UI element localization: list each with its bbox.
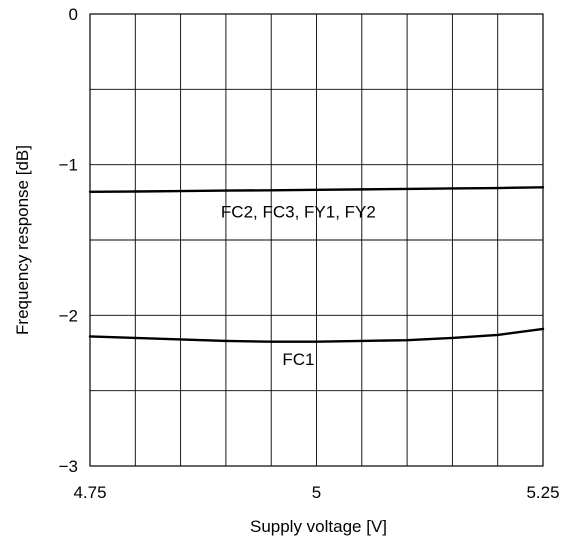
series-line-0 xyxy=(88,186,545,193)
series-line-1 xyxy=(88,327,545,343)
y-axis-label: Frequency response [dB] xyxy=(13,145,32,335)
y-tick-label: −2 xyxy=(59,306,78,325)
y-tick-label: −3 xyxy=(59,457,78,476)
y-tick-label: −1 xyxy=(59,156,78,175)
series-label: FC1 xyxy=(282,350,314,369)
plot-frame xyxy=(89,13,544,467)
x-tick-label: 4.75 xyxy=(73,483,106,502)
series-label: FC2, FC3, FY1, FY2 xyxy=(221,202,376,221)
y-tick-label: 0 xyxy=(69,5,78,24)
x-axis-label: Supply voltage [V] xyxy=(250,517,387,536)
x-tick-label: 5 xyxy=(312,483,321,502)
x-tick-label: 5.25 xyxy=(526,483,559,502)
